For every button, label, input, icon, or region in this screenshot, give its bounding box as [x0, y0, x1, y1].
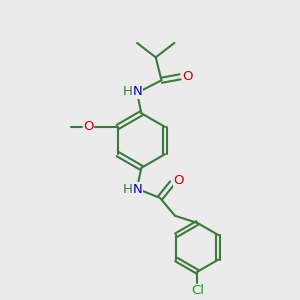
Text: O: O	[183, 70, 193, 83]
Text: O: O	[173, 174, 184, 187]
Text: H: H	[123, 85, 133, 98]
Text: O: O	[83, 120, 94, 134]
Text: Cl: Cl	[191, 284, 204, 297]
Text: N: N	[133, 183, 142, 196]
Text: N: N	[133, 85, 142, 98]
Text: H: H	[123, 183, 133, 196]
